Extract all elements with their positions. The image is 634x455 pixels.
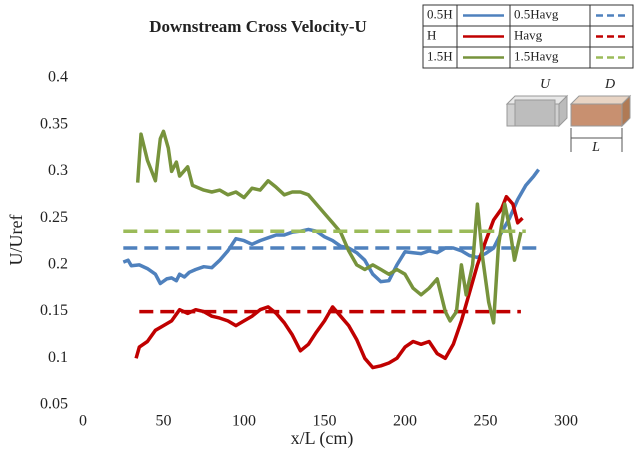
x-tick-label: 250 xyxy=(474,413,498,430)
inset-diagram: U D L xyxy=(505,77,632,155)
y-axis-title: U/Uref xyxy=(6,215,26,266)
chart-title: Downstream Cross Velocity-U xyxy=(149,17,367,36)
inset-label: U xyxy=(540,77,551,92)
y-tick-label: 0.4 xyxy=(48,69,68,86)
series-line xyxy=(134,194,524,370)
legend-label: Havg xyxy=(514,27,543,42)
y-tick-label: 0.3 xyxy=(48,162,68,179)
y-tick-label: 0.15 xyxy=(40,302,68,319)
x-tick-label: 200 xyxy=(393,413,417,430)
series-line xyxy=(135,129,523,325)
x-tick-label: 50 xyxy=(156,413,172,430)
x-tick-label: 0 xyxy=(79,413,87,430)
legend-label: 1.5Havg xyxy=(514,48,559,63)
y-tick-label: 0.05 xyxy=(40,396,68,413)
x-tick-label: 150 xyxy=(313,413,337,430)
y-tick-label: 0.35 xyxy=(40,115,68,132)
inset-label: D xyxy=(604,77,615,92)
y-tick-label: 0.25 xyxy=(40,209,68,226)
x-tick-label: 100 xyxy=(232,413,256,430)
legend-label: 1.5H xyxy=(427,48,453,63)
y-tick-label: 0.1 xyxy=(48,349,68,366)
x-axis-title: x/L (cm) xyxy=(291,428,354,449)
x-tick-label: 300 xyxy=(554,413,578,430)
legend-label: 0.5H xyxy=(427,6,453,21)
legend-label: H xyxy=(427,27,436,42)
y-tick-label: 0.2 xyxy=(48,256,68,273)
legend-label: 0.5Havg xyxy=(514,6,559,21)
inset-label: L xyxy=(591,140,600,155)
